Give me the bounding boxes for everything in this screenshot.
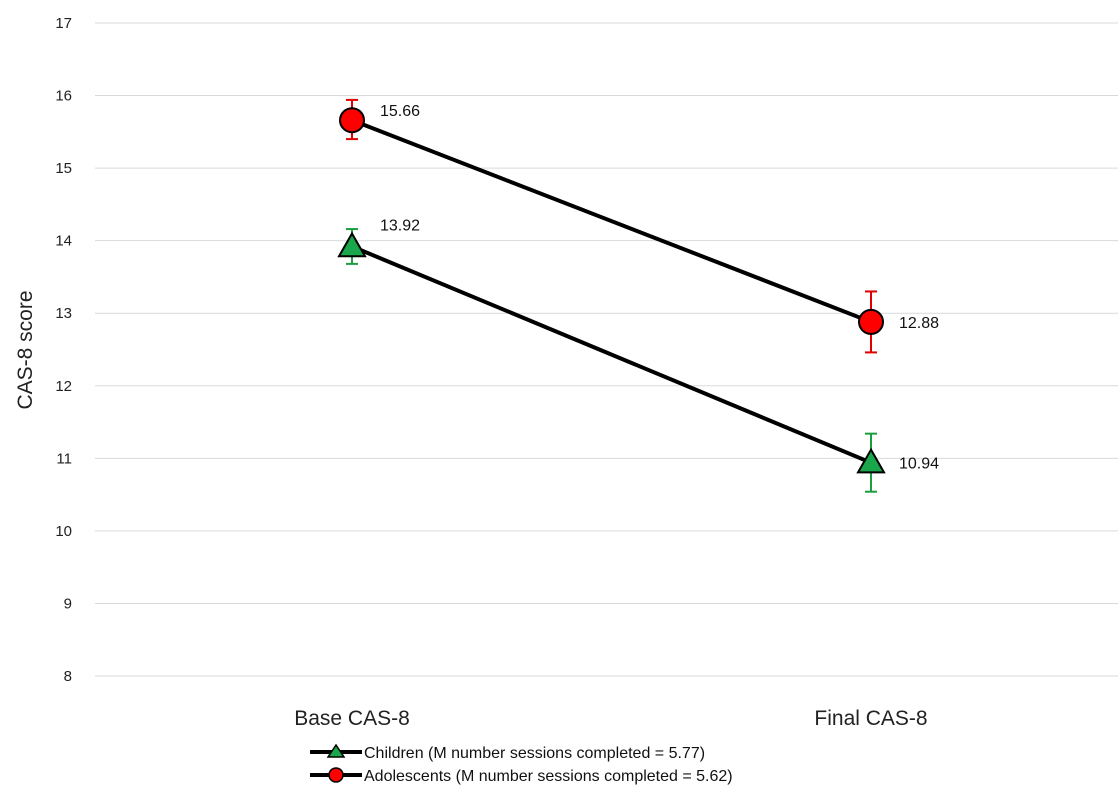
- series-children: 13.92 10.94: [337, 217, 939, 493]
- data-label: 13.92: [380, 217, 420, 234]
- y-tick-label: 10: [55, 523, 72, 540]
- legend-label: Children (M number sessions completed = …: [364, 745, 705, 762]
- y-tick-label: 13: [55, 305, 72, 322]
- y-tick-label: 9: [64, 595, 72, 612]
- data-label: 12.88: [899, 315, 939, 332]
- y-tick-label: 8: [64, 668, 72, 685]
- data-point-triangle: [337, 231, 367, 258]
- y-tick-label: 11: [56, 450, 72, 467]
- series-line: [351, 118, 872, 324]
- data-label: 15.66: [380, 103, 420, 120]
- series-group: 13.92 10.94 15.66 12.88: [337, 98, 939, 493]
- series-line: [351, 244, 872, 465]
- y-tick-label: 15: [55, 160, 72, 177]
- grid-lines: [95, 22, 1118, 677]
- y-tick-label: 17: [55, 15, 72, 32]
- y-tick-labels: 8 9 10 11 12 13 14 15 16 17: [55, 15, 72, 685]
- data-point-triangle: [856, 447, 886, 474]
- legend-item-adolescents: Adolescents (M number sessions completed…: [310, 767, 733, 785]
- data-label: 10.94: [899, 456, 939, 473]
- y-tick-label: 12: [55, 378, 72, 395]
- legend-item-children: Children (M number sessions completed = …: [310, 743, 705, 762]
- data-point-circle: [339, 107, 365, 134]
- x-category-label: Base CAS-8: [294, 707, 410, 730]
- y-axis-label: CAS-8 score: [14, 290, 37, 409]
- x-category-labels: Base CAS-8 Final CAS-8: [294, 707, 927, 730]
- legend-label: Adolescents (M number sessions completed…: [364, 768, 733, 785]
- legend: Children (M number sessions completed = …: [310, 743, 733, 785]
- legend-marker-circle: [328, 767, 344, 783]
- x-category-label: Final CAS-8: [814, 707, 927, 730]
- data-point-circle: [858, 308, 884, 335]
- legend-marker-triangle: [326, 743, 346, 758]
- y-tick-label: 14: [55, 233, 72, 250]
- series-adolescents: 15.66 12.88: [339, 98, 939, 354]
- y-tick-label: 16: [55, 88, 72, 105]
